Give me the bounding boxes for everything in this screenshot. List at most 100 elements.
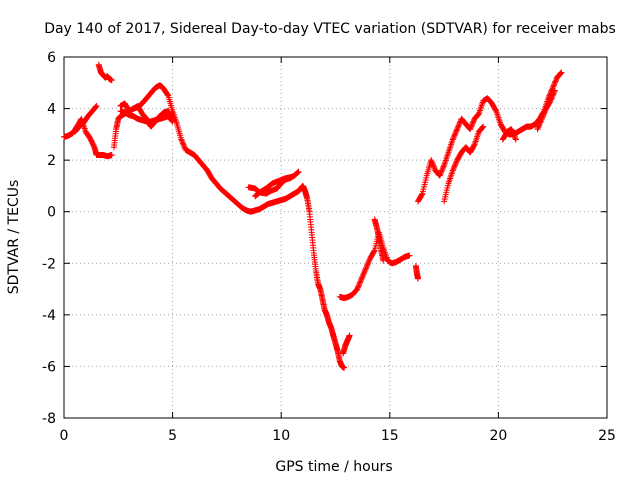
data-point [360, 270, 367, 277]
data-point [551, 87, 558, 94]
data-point [362, 265, 369, 272]
data-point [450, 166, 457, 173]
y-tick-label: 2 [47, 153, 56, 169]
axis-ticks: 0 5 10 15 20 25 -8 -6 -4 -2 0 2 4 6 [42, 50, 616, 444]
y-tick-label: -4 [42, 308, 56, 324]
data-point [354, 284, 361, 291]
data-point [552, 78, 559, 85]
x-tick-label: 20 [489, 428, 507, 444]
data-point [469, 119, 476, 126]
data-point [512, 136, 519, 143]
data-point [406, 252, 413, 259]
data-point [365, 258, 372, 265]
data-point [357, 278, 364, 285]
data-point [469, 121, 476, 128]
data-point [470, 118, 477, 125]
data-point [180, 141, 187, 148]
data-point [541, 110, 548, 117]
data-points [61, 61, 565, 371]
data-point [164, 91, 171, 98]
data-point [415, 275, 422, 282]
data-point [453, 159, 460, 166]
data-point [551, 88, 558, 95]
y-tick-label: 4 [47, 102, 56, 118]
data-point [535, 123, 542, 130]
y-tick-label: -2 [42, 256, 56, 272]
data-point [431, 164, 438, 171]
data-point [558, 69, 565, 76]
data-point [453, 128, 460, 135]
data-point [430, 162, 437, 169]
data-point [380, 257, 387, 264]
y-axis-label: SDTVAR / TECUs [6, 180, 22, 295]
data-point [437, 171, 444, 178]
data-point [550, 83, 557, 90]
data-point [454, 126, 461, 133]
data-point [508, 127, 515, 134]
x-tick-label: 25 [598, 428, 616, 444]
data-point [355, 282, 362, 289]
data-point [366, 257, 373, 264]
data-point [508, 126, 515, 133]
data-point [450, 135, 457, 142]
data-point [550, 90, 557, 97]
data-point [92, 104, 99, 111]
data-point [509, 128, 516, 135]
data-point [551, 79, 558, 86]
data-point [429, 159, 436, 166]
data-point [428, 158, 435, 165]
data-point [108, 77, 115, 84]
data-point [436, 172, 443, 179]
data-point [449, 136, 456, 143]
data-point [455, 122, 462, 129]
data-point [178, 136, 185, 143]
data-point [450, 164, 457, 171]
data-point [361, 269, 368, 276]
data-point [361, 268, 368, 275]
data-point [548, 95, 555, 102]
data-point [539, 113, 546, 120]
x-tick-label: 5 [168, 428, 177, 444]
data-point [540, 112, 547, 119]
data-point [429, 161, 436, 168]
data-point [479, 124, 486, 131]
data-point [440, 164, 447, 171]
data-point [480, 123, 487, 130]
data-point [428, 157, 435, 164]
x-tick-label: 15 [381, 428, 399, 444]
data-point [536, 121, 543, 128]
data-point [438, 167, 445, 174]
data-point [181, 142, 188, 149]
data-point [341, 364, 348, 371]
data-point [430, 163, 437, 170]
data-point [550, 91, 557, 98]
data-point [371, 248, 378, 255]
data-point [542, 108, 549, 115]
data-point [452, 161, 459, 168]
data-point [557, 70, 564, 77]
data-point [455, 123, 462, 130]
data-point [179, 140, 186, 147]
data-point [541, 109, 548, 116]
data-point [354, 286, 361, 293]
data-point [537, 118, 544, 125]
data-point [437, 170, 444, 177]
data-point [451, 162, 458, 169]
data-point [552, 77, 559, 84]
y-tick-label: 6 [47, 50, 56, 66]
data-point [470, 142, 477, 149]
data-point [549, 93, 556, 100]
data-point [93, 103, 100, 110]
data-point [538, 115, 545, 122]
chart-title: Day 140 of 2017, Sidereal Day-to-day VTE… [44, 21, 616, 37]
data-point [346, 332, 353, 339]
data-point [547, 97, 554, 104]
data-point [438, 168, 445, 175]
data-point [510, 130, 517, 137]
data-point [451, 132, 458, 139]
data-point [289, 173, 296, 180]
data-point [359, 273, 366, 280]
y-tick-label: -6 [42, 359, 56, 375]
data-point [539, 114, 546, 121]
